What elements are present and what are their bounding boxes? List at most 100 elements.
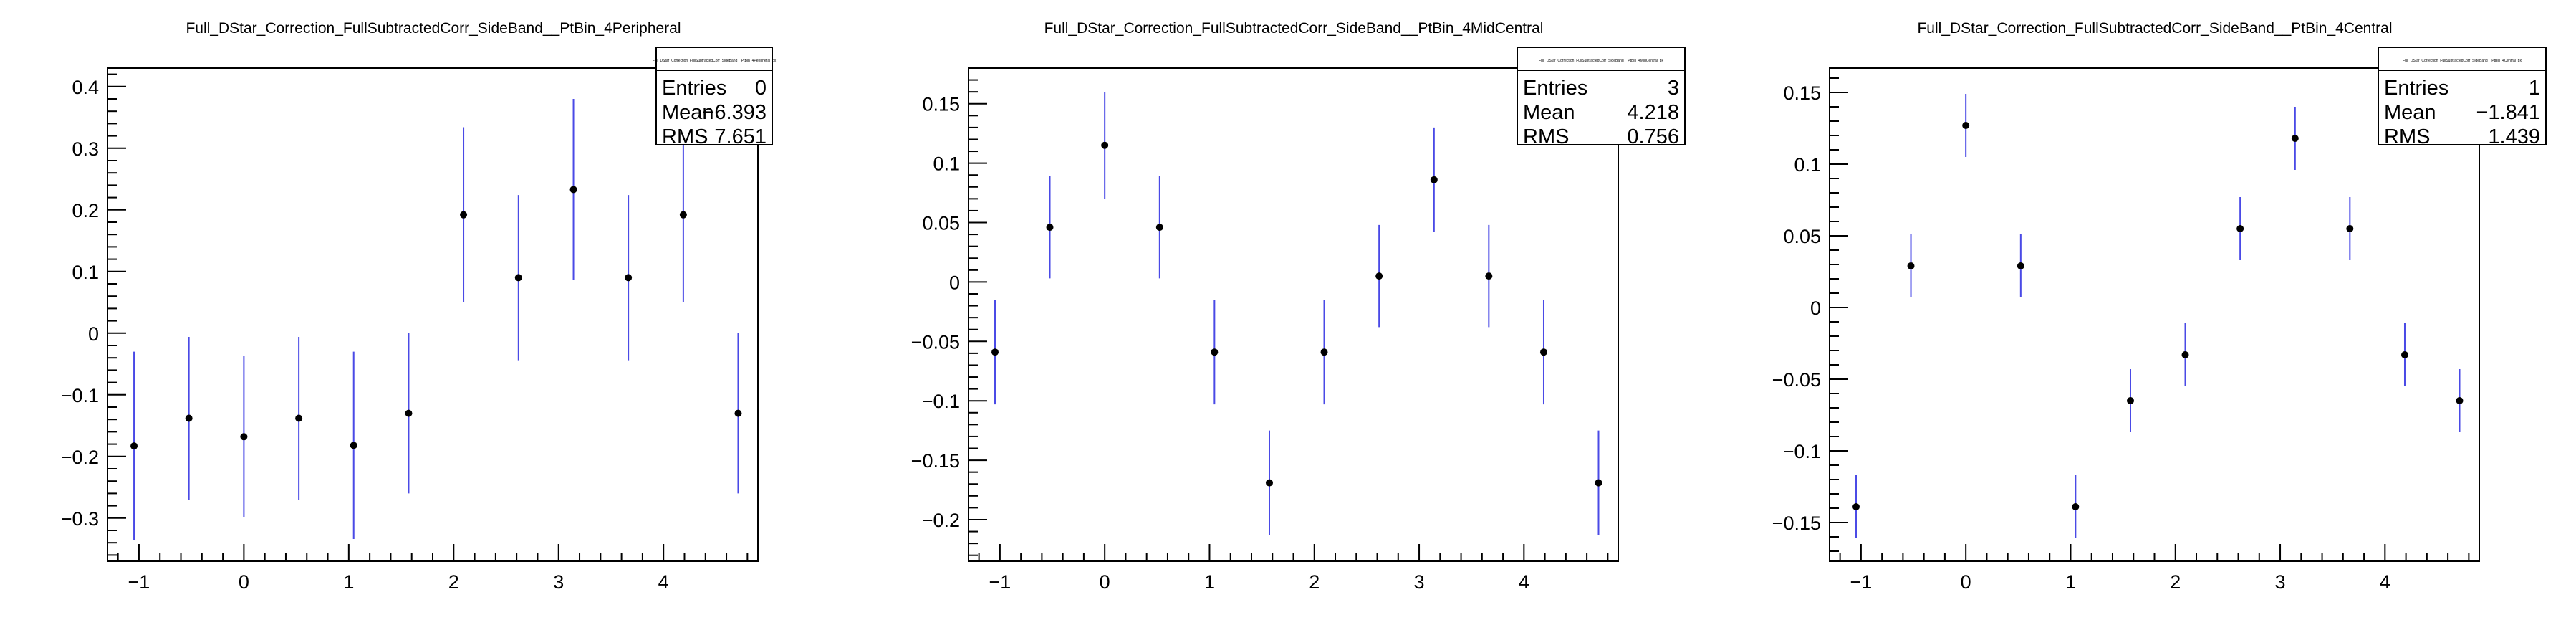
stats-label: Mean [1523,101,1575,124]
data-point [2181,323,2189,386]
data-point [185,336,193,500]
data-marker [130,442,138,450]
y-tick-label: 0.15 [1783,82,1821,104]
chart-title: Full_DStar_Correction_FullSubtractedCorr… [186,20,681,37]
stats-frame [655,47,773,145]
x-tick-label: 4 [658,571,669,593]
stats-frame [2378,47,2547,145]
data-marker [2072,503,2080,510]
stats-value: −1.841 [2476,101,2540,124]
data-point [1101,92,1109,199]
data-marker [1320,348,1328,356]
data-marker [2346,225,2354,232]
stats-label: Mean [662,101,714,124]
x-tick-label: 2 [2170,571,2181,593]
stats-value: 1.439 [2488,125,2540,148]
y-tick-label: 0.1 [933,153,960,175]
x-tick-label: 0 [239,571,249,593]
stats-label: RMS [662,125,708,148]
data-marker [2126,397,2134,404]
data-point [460,127,468,302]
y-tick-label: 0.15 [922,94,960,115]
data-marker [1595,479,1602,487]
data-marker [991,348,999,356]
data-point [1211,300,1219,405]
data-point [350,351,357,540]
chart-title: Full_DStar_Correction_FullSubtractedCorr… [1917,20,2392,37]
stats-value: 0.756 [1627,125,1679,148]
data-point [2291,107,2299,170]
data-marker [734,409,742,417]
stats-title: Full_DStar_Correction_FullSubtractedCorr… [1539,59,1663,63]
y-tick-label: −0.2 [61,447,99,468]
data-marker [1375,272,1383,280]
data-point [2400,323,2408,386]
data-point [569,99,577,280]
data-marker [1907,262,1915,269]
y-tick-label: −0.15 [911,450,960,472]
data-marker [1211,348,1219,356]
data-point [2017,234,2024,297]
data-marker [350,442,357,449]
data-marker [1430,176,1438,183]
stats-title: Full_DStar_Correction_FullSubtractedCorr… [653,59,777,63]
data-marker [2400,351,2408,358]
y-tick-label: 0.05 [1783,226,1821,247]
data-point [1539,300,1547,405]
data-marker [2291,135,2299,142]
stats-label: Entries [1523,77,1587,100]
y-tick-label: −0.1 [1783,441,1821,462]
data-marker [1962,122,1970,129]
stats-value: 4.218 [1627,101,1679,124]
data-point [1265,430,1273,535]
x-tick-label: 3 [2275,571,2286,593]
y-tick-label: 0.2 [72,200,99,221]
data-point [2126,369,2134,432]
stats-value: 1 [2529,77,2540,100]
x-tick-label: 2 [1309,571,1320,593]
data-marker [625,274,633,282]
stats-box: Full_DStar_Correction_FullSubtractedCorr… [653,47,777,148]
data-marker [569,186,577,194]
stats-value: 0 [755,77,766,100]
x-tick-label: 1 [2065,571,2076,593]
data-marker [240,433,248,441]
y-tick-label: 0.3 [72,138,99,160]
data-marker [679,211,687,219]
data-marker [2456,397,2464,404]
x-tick-label: 1 [343,571,354,593]
data-marker [185,414,193,422]
stats-title: Full_DStar_Correction_FullSubtractedCorr… [2403,59,2522,63]
data-point [679,127,687,302]
y-tick-label: −0.15 [1772,512,1821,534]
data-marker [1155,224,1163,232]
x-tick-label: 4 [1519,571,1529,593]
data-point [514,195,522,361]
y-tick-label: 0.05 [922,213,960,234]
data-marker [295,414,303,422]
y-tick-label: −0.1 [922,391,960,412]
y-tick-label: −0.3 [61,508,99,530]
chart-panel-2: Full_DStar_Correction_FullSubtractedCorr… [911,20,1686,593]
chart-panel-1: Full_DStar_Correction_FullSubtractedCorr… [61,20,777,593]
data-marker [460,211,468,219]
x-tick-label: 3 [553,571,564,593]
data-marker [514,274,522,282]
data-point [1485,224,1493,328]
data-point [405,333,413,494]
y-tick-label: −0.1 [61,385,99,406]
data-marker [1265,479,1273,487]
data-point [2346,197,2354,260]
data-point [1430,127,1438,232]
x-tick-label: −1 [989,571,1011,593]
data-point [2456,369,2464,432]
y-tick-label: −0.2 [922,510,960,531]
data-point [240,356,248,517]
data-marker [2017,262,2024,269]
data-marker [1539,348,1547,356]
data-marker [1046,224,1054,232]
data-point [1852,475,1860,538]
x-tick-label: 4 [2380,571,2390,593]
stats-box: Full_DStar_Correction_FullSubtractedCorr… [2378,47,2547,148]
